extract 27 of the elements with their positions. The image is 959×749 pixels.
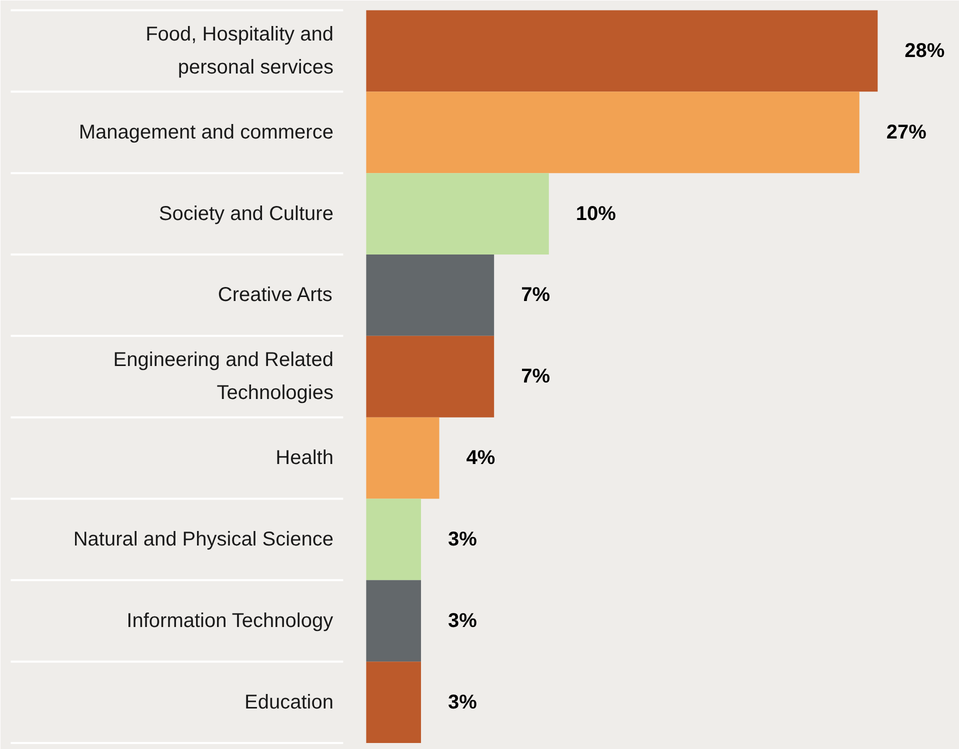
bar [366,580,421,662]
bar [366,662,421,743]
y-tick-label: Education [244,691,334,714]
data-label: 28% [904,40,945,62]
data-label: 7% [521,284,550,306]
y-tick-label: Food, Hospitality and personal services [146,23,334,78]
bar [366,336,494,418]
data-label: 3% [448,528,478,550]
data-label: 3% [448,610,478,632]
bar [366,10,878,92]
bar [366,92,860,174]
data-label: 3% [448,691,478,714]
bar [366,173,549,255]
bar [366,254,494,336]
data-label: 10% [576,202,616,225]
bar [366,498,421,580]
y-tick-label: Society and Culture [158,202,334,225]
data-label: 27% [886,121,927,144]
data-label: 7% [521,366,550,388]
y-tick-label: Engineering and Related Technologies [113,349,334,404]
y-tick-label: Management and commerce [78,121,334,144]
y-tick-label: Natural and Physical Science [73,528,334,550]
bar [366,417,440,499]
y-tick-label: Health [276,447,334,470]
y-tick-label: Information Technology [126,610,334,632]
data-label: 4% [466,447,496,470]
y-tick-label: Creative Arts [218,284,332,306]
